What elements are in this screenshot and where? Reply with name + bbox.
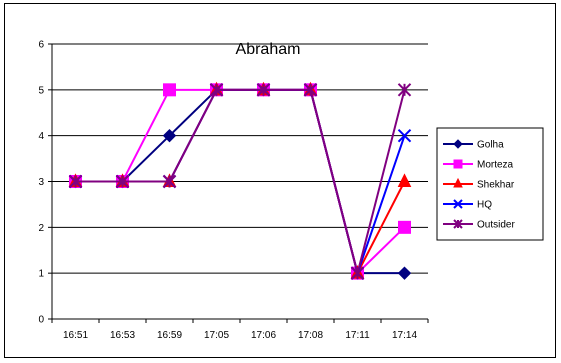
x-tick-label-1705: 17:05: [204, 330, 229, 341]
legend-marker-hq: [453, 199, 463, 209]
y-tick-label-2: 2: [38, 223, 44, 234]
legend-label-outsider: Outsider: [477, 220, 515, 231]
x-tick-label-1708: 17:08: [298, 330, 323, 341]
series-point-golha-2: [162, 128, 177, 143]
series-point-outsider-5: [303, 83, 318, 97]
y-tick-label-6: 6: [38, 40, 44, 51]
series-point-morteza-7: [398, 220, 411, 234]
legend-marker-shekhar: [453, 177, 463, 188]
series-point-outsider-4: [256, 83, 271, 97]
x-tick-label-1653: 16:53: [110, 330, 135, 341]
x-tick-label-1714: 17:14: [392, 330, 417, 341]
legend-marker-hq-stroke-b: [453, 199, 463, 209]
series-point-outsider-3: [209, 83, 224, 97]
x-tick-label-1711: 17:11: [345, 330, 370, 341]
legend-label-morteza: Morteza: [477, 160, 514, 171]
legend-label-hq: HQ: [477, 200, 492, 211]
line-chart: Abraham 0 1 2 3 4 5 6 16:51 16:53 16:59 17:05 17:06…: [38, 40, 544, 341]
y-tick-label-3: 3: [38, 177, 44, 188]
series-point-hq-7: [397, 128, 412, 143]
series-point-outsider-7: [397, 83, 412, 97]
y-tick-label-1: 1: [38, 269, 44, 280]
series-line-outsider: [75, 88, 406, 274]
legend-label-shekhar: Shekhar: [477, 180, 515, 191]
chart-title: Abraham: [236, 41, 301, 58]
axis-layer: 0 1 2 3 4 5 6 16:51 16:53 16:59 17:05 17:06 17:08 17:…: [38, 40, 429, 341]
y-tick-label-4: 4: [38, 131, 44, 142]
series-point-outsider-2: [162, 174, 177, 189]
series-layer: [68, 81, 412, 280]
legend-marker-golha: [453, 139, 463, 149]
chart-frame: Abraham 0 1 2 3 4 5 6 16:51 16:53 16:59 17:05 17:06…: [4, 3, 556, 358]
series-point-shekhar-7: [397, 173, 412, 187]
y-tick-label-0: 0: [38, 315, 44, 326]
legend-marker-morteza: [453, 159, 463, 169]
series-point-golha-7: [397, 266, 412, 280]
series-point-outsider-1: [115, 174, 130, 189]
legend-label-golha: Golha: [477, 140, 504, 151]
x-tick-label-1659: 16:59: [157, 330, 182, 341]
series-point-outsider-0: [68, 174, 83, 189]
x-tick-label-1706: 17:06: [251, 330, 276, 341]
x-tick-label-1651: 16:51: [63, 330, 88, 341]
legend-marker-outsider: [453, 219, 463, 229]
series-point-outsider-6: [350, 266, 365, 280]
series-point-morteza-2: [163, 83, 176, 97]
legend: Golha Morteza Shekhar HQ Outsider: [436, 127, 544, 241]
grid-layer: [52, 43, 428, 274]
y-tick-label-5: 5: [38, 85, 44, 96]
series-point-hq-7-stroke-b: [397, 128, 412, 143]
